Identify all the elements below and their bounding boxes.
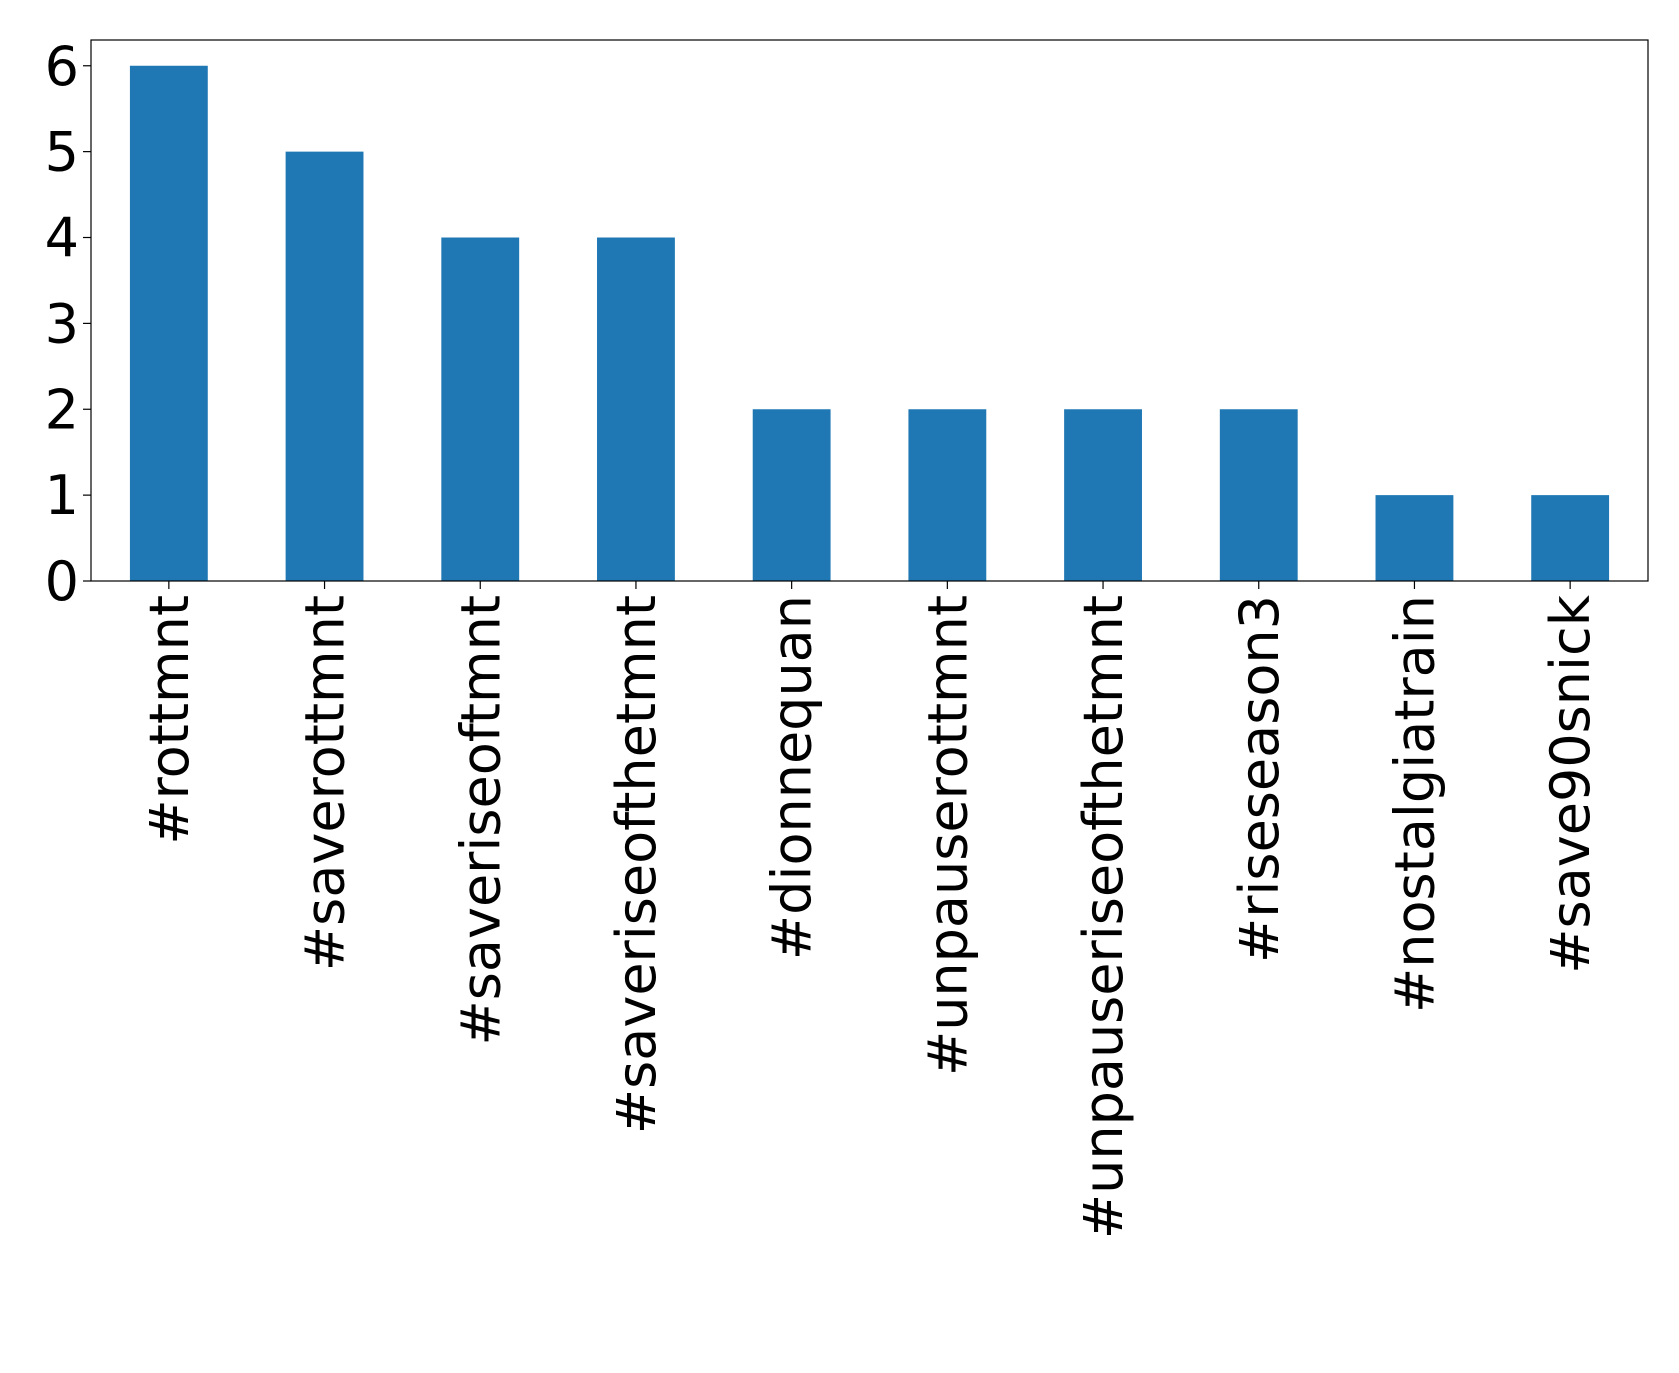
y-tick-label: 1 (45, 464, 79, 527)
bar (1064, 409, 1142, 581)
y-tick-label: 4 (45, 207, 79, 270)
bar (752, 409, 831, 581)
x-tick-label: #unpauseriseofthetmnt (1072, 595, 1135, 1239)
bar (908, 409, 987, 581)
plot-frame (90, 39, 1649, 582)
x-tick-label: #saveriseoftmnt (449, 595, 512, 1045)
y-tick-label: 5 (45, 121, 79, 184)
x-tick-label: #saveriseofthetmnt (605, 595, 668, 1134)
y-tick-label: 0 (45, 550, 79, 613)
x-tick-label: #unpauserottmnt (916, 595, 979, 1076)
x-tick-label: #saverottmnt (294, 595, 357, 971)
y-tick-label: 2 (45, 378, 79, 441)
bar (1375, 495, 1454, 581)
x-tick-label: #nostalgiatrain (1383, 595, 1446, 1013)
bar (129, 65, 208, 581)
y-tick-label: 3 (45, 292, 79, 355)
y-tick-label: 6 (45, 35, 79, 98)
x-tick-label: #riseseason3 (1228, 595, 1291, 963)
bar (1219, 409, 1298, 581)
x-tick-label: #rottmnt (138, 595, 201, 845)
bar (597, 237, 675, 581)
x-tick-label: #save90snick (1539, 594, 1602, 973)
bar (1531, 495, 1610, 581)
bar (285, 151, 364, 581)
x-tick-label: #dionnequan (761, 595, 824, 960)
bar (441, 237, 520, 581)
